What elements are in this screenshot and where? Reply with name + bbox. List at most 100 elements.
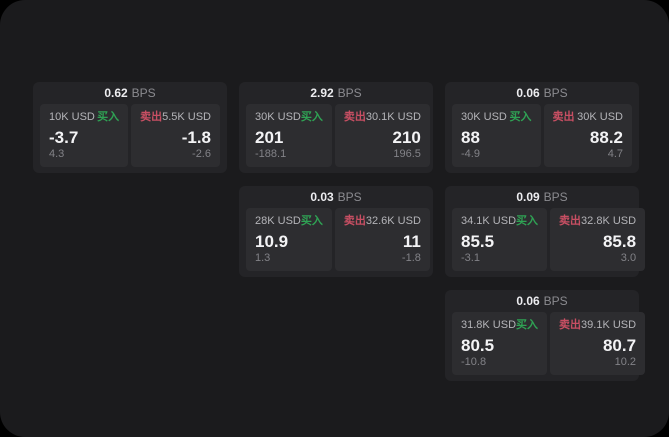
buy-price: 80.5 bbox=[461, 336, 495, 355]
buy-tile-header: 31.8K USD 买入 bbox=[461, 319, 538, 332]
buy-side-label: 买入 bbox=[300, 111, 323, 123]
buy-price: 88 bbox=[461, 128, 480, 147]
sell-tile[interactable]: 卖出 30.1K USD 210 196.5 bbox=[334, 104, 430, 167]
buy-delta: 4.3 bbox=[49, 148, 65, 160]
sell-side-label: 卖出 bbox=[343, 215, 366, 227]
buy-tile[interactable]: 34.1K USD 买入 85.5 -3.1 bbox=[452, 208, 548, 271]
sell-amount: 30K USD bbox=[577, 111, 623, 123]
buy-amount: 30K USD bbox=[255, 111, 301, 123]
bps-unit-label: BPS bbox=[543, 190, 568, 204]
buy-side-label: 买入 bbox=[516, 319, 539, 331]
buy-tile[interactable]: 10K USD 买入 -3.7 4.3 bbox=[40, 104, 129, 167]
buy-tile[interactable]: 28K USD 买入 10.9 1.3 bbox=[246, 208, 332, 271]
sell-price: 88.2 bbox=[589, 128, 623, 147]
bps-unit-label: BPS bbox=[543, 86, 568, 100]
bps-header: 0.06 BPS bbox=[452, 82, 632, 104]
bps-header: 2.92 BPS bbox=[246, 82, 426, 104]
sell-delta: 196.5 bbox=[393, 148, 421, 160]
buy-price: 201 bbox=[255, 128, 284, 147]
buy-side-label: 买入 bbox=[97, 111, 120, 123]
sell-delta: 4.7 bbox=[607, 148, 623, 160]
bps-value: 2.92 bbox=[310, 86, 334, 100]
bps-header: 0.62 BPS bbox=[40, 82, 220, 104]
buy-tile-header: 10K USD 买入 bbox=[49, 111, 119, 124]
sell-tile[interactable]: 卖出 5.5K USD -1.8 -2.6 bbox=[131, 104, 220, 167]
sell-delta: -1.8 bbox=[401, 252, 421, 264]
quote-card: 0.62 BPS 10K USD 买入 -3.7 4.3 卖出 5.5K USD… bbox=[33, 82, 227, 173]
bps-unit-label: BPS bbox=[131, 86, 156, 100]
quote-tiles: 30K USD 买入 88 -4.9 卖出 30K USD 88.2 4.7 bbox=[452, 104, 632, 167]
buy-tile-header: 30K USD 买入 bbox=[461, 111, 532, 124]
sell-tile-header: 卖出 32.6K USD bbox=[344, 215, 421, 228]
buy-delta: 1.3 bbox=[255, 252, 271, 264]
buy-tile[interactable]: 30K USD 买入 88 -4.9 bbox=[452, 104, 541, 167]
sell-delta: 10.2 bbox=[614, 356, 637, 368]
buy-delta: -4.9 bbox=[461, 148, 480, 160]
buy-delta: -188.1 bbox=[255, 148, 287, 160]
buy-tile-header: 34.1K USD 买入 bbox=[461, 215, 538, 228]
buy-amount: 10K USD bbox=[49, 111, 95, 123]
buy-tile[interactable]: 31.8K USD 买入 80.5 -10.8 bbox=[452, 312, 548, 375]
bps-header: 0.03 BPS bbox=[246, 186, 426, 208]
quote-tiles: 31.8K USD 买入 80.5 -10.8 卖出 39.1K USD 80.… bbox=[452, 312, 646, 375]
sell-price: 80.7 bbox=[602, 336, 637, 355]
sell-amount: 30.1K USD bbox=[365, 111, 421, 123]
sell-side-label: 卖出 bbox=[140, 111, 163, 123]
bps-value: 0.62 bbox=[104, 86, 128, 100]
buy-amount: 31.8K USD bbox=[461, 319, 517, 331]
buy-amount: 28K USD bbox=[255, 215, 301, 227]
quote-card: 0.06 BPS 30K USD 买入 88 -4.9 卖出 30K USD 8… bbox=[445, 82, 639, 173]
quote-tiles: 34.1K USD 买入 85.5 -3.1 卖出 32.8K USD 85.8… bbox=[452, 208, 646, 271]
bps-header: 0.09 BPS bbox=[452, 186, 632, 208]
sell-tile[interactable]: 卖出 32.6K USD 11 -1.8 bbox=[334, 208, 430, 271]
buy-delta: -3.1 bbox=[461, 252, 480, 264]
sell-delta: -2.6 bbox=[192, 148, 211, 160]
sell-amount: 32.8K USD bbox=[581, 215, 637, 227]
quote-card: 0.06 BPS 31.8K USD 买入 80.5 -10.8 卖出 39.1… bbox=[445, 290, 646, 381]
bps-value: 0.03 bbox=[310, 190, 334, 204]
buy-tile[interactable]: 30K USD 买入 201 -188.1 bbox=[246, 104, 332, 167]
sell-tile-header: 卖出 30.1K USD bbox=[344, 111, 421, 124]
bps-value: 0.06 bbox=[516, 86, 540, 100]
sell-tile-header: 卖出 30K USD bbox=[553, 111, 624, 124]
buy-amount: 30K USD bbox=[461, 111, 507, 123]
sell-price: -1.8 bbox=[181, 128, 211, 147]
quote-card: 0.03 BPS 28K USD 买入 10.9 1.3 卖出 32.6K US… bbox=[239, 186, 433, 277]
bps-value: 0.09 bbox=[516, 190, 540, 204]
sell-tile[interactable]: 卖出 32.8K USD 85.8 3.0 bbox=[550, 208, 646, 271]
buy-side-label: 买入 bbox=[509, 111, 532, 123]
buy-price: 85.5 bbox=[461, 232, 495, 251]
sell-price: 210 bbox=[392, 128, 421, 147]
buy-tile-header: 28K USD 买入 bbox=[255, 215, 323, 228]
quote-card: 2.92 BPS 30K USD 买入 201 -188.1 卖出 30.1K … bbox=[239, 82, 433, 173]
buy-delta: -10.8 bbox=[461, 356, 487, 368]
sell-price: 85.8 bbox=[602, 232, 637, 251]
quote-tiles: 30K USD 买入 201 -188.1 卖出 30.1K USD 210 1… bbox=[246, 104, 430, 167]
sell-amount: 39.1K USD bbox=[581, 319, 637, 331]
sell-tile[interactable]: 卖出 30K USD 88.2 4.7 bbox=[543, 104, 632, 167]
buy-price: 10.9 bbox=[255, 232, 289, 251]
sell-side-label: 卖出 bbox=[343, 111, 366, 123]
sell-tile-header: 卖出 39.1K USD bbox=[559, 319, 636, 332]
bps-value: 0.06 bbox=[516, 294, 540, 308]
sell-side-label: 卖出 bbox=[559, 319, 582, 331]
sell-delta: 3.0 bbox=[620, 252, 637, 264]
quotes-grid: 0.62 BPS 10K USD 买入 -3.7 4.3 卖出 5.5K USD… bbox=[33, 82, 646, 381]
bps-unit-label: BPS bbox=[543, 294, 568, 308]
bps-unit-label: BPS bbox=[337, 86, 362, 100]
sell-price: 11 bbox=[402, 232, 421, 251]
buy-price: -3.7 bbox=[49, 128, 79, 147]
sell-side-label: 卖出 bbox=[552, 111, 575, 123]
buy-tile-header: 30K USD 买入 bbox=[255, 111, 323, 124]
sell-tile[interactable]: 卖出 39.1K USD 80.7 10.2 bbox=[550, 312, 646, 375]
sell-tile-header: 卖出 5.5K USD bbox=[140, 111, 211, 124]
quote-tiles: 28K USD 买入 10.9 1.3 卖出 32.6K USD 11 -1.8 bbox=[246, 208, 430, 271]
sell-tile-header: 卖出 32.8K USD bbox=[559, 215, 636, 228]
sell-amount: 32.6K USD bbox=[365, 215, 421, 227]
quote-tiles: 10K USD 买入 -3.7 4.3 卖出 5.5K USD -1.8 -2.… bbox=[40, 104, 220, 167]
bps-unit-label: BPS bbox=[337, 190, 362, 204]
buy-amount: 34.1K USD bbox=[461, 215, 517, 227]
buy-side-label: 买入 bbox=[300, 215, 323, 227]
quote-card: 0.09 BPS 34.1K USD 买入 85.5 -3.1 卖出 32.8K… bbox=[445, 186, 646, 277]
